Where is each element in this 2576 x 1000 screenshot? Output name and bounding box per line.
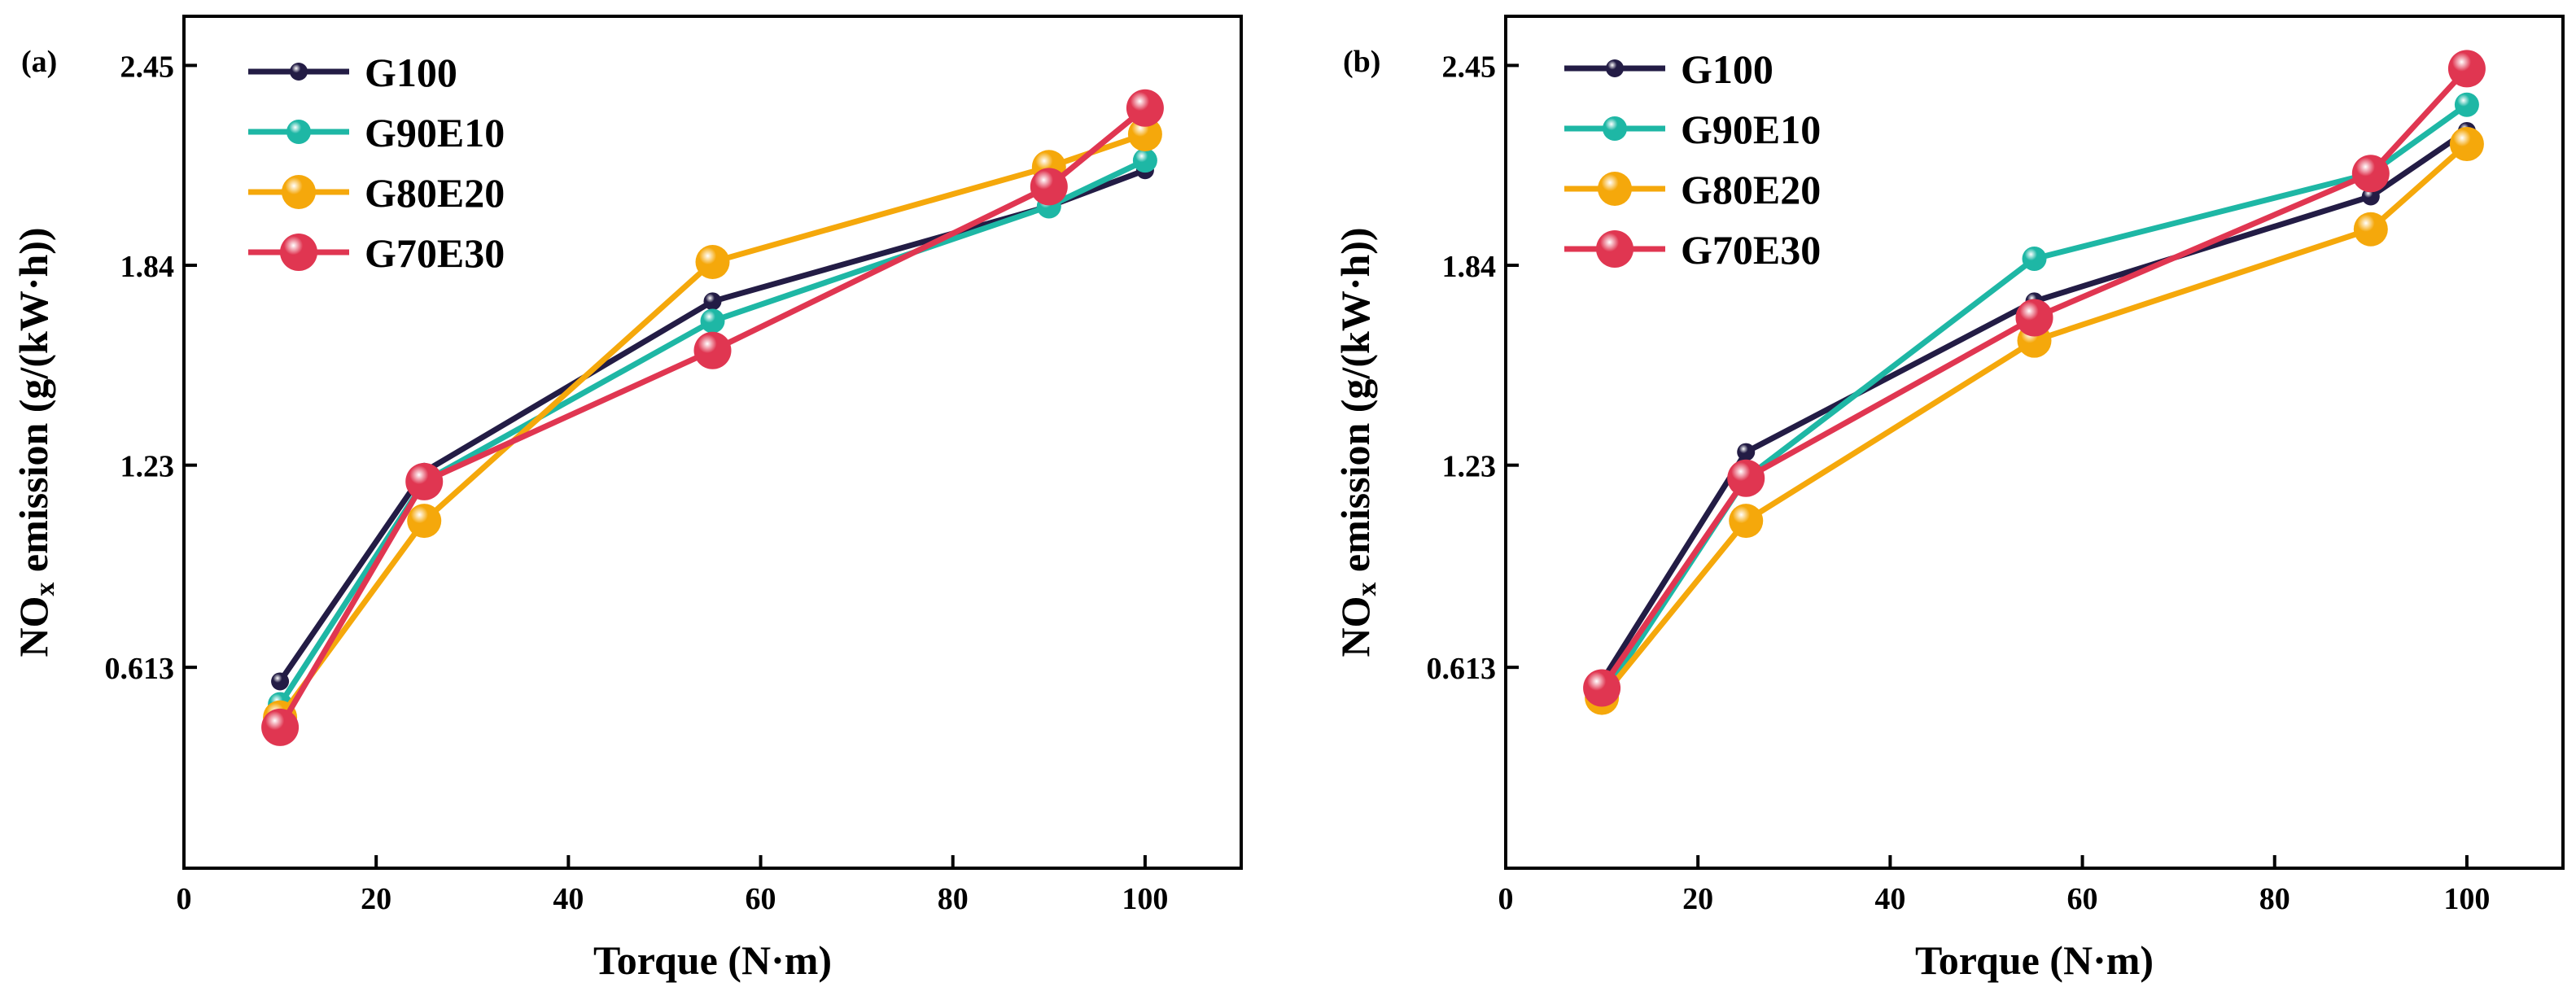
x-tick-label: 0	[177, 882, 192, 916]
panel-label: (b)	[1343, 45, 1380, 79]
legend-marker-g90e10	[286, 120, 311, 144]
series-line-g80e20	[278, 131, 1147, 719]
data-point-g80e20	[1127, 116, 1162, 151]
panel-a: 0 20 40 60 80 100 0.613 1.23 1.84 2.45 (a) Torque (…	[11, 15, 1243, 983]
legend-marker-g100	[290, 63, 308, 81]
panel-b: 0 20 40 60 80 100 0.613 1.23 1.84 2.45 (b) Torque (…	[1332, 15, 2565, 983]
data-point-g70e30	[261, 708, 300, 746]
x-axis-title: Torque (N·m)	[593, 937, 832, 983]
y-axis-title: NOx emission (g/(kW·h))	[1332, 227, 1382, 657]
y-tick-label: 0.613	[105, 652, 175, 686]
panel-label: (a)	[21, 45, 57, 79]
data-point-g80e20	[1729, 504, 1764, 539]
x-tick-label: 100	[2443, 882, 2490, 916]
plot-frame	[1504, 15, 2565, 870]
data-point-g70e30	[1583, 669, 1621, 707]
x-tick-label: 0	[1498, 882, 1514, 916]
x-tick-label: 60	[746, 882, 776, 916]
legend-label-g70e30: G70E30	[365, 230, 505, 276]
y-axis-title: NOx emission (g/(kW·h))	[11, 227, 60, 657]
data-point-g70e30	[1126, 89, 1164, 127]
y-tick-label: 1.84	[1442, 250, 1497, 284]
x-tick-label: 80	[938, 882, 969, 916]
legend-label-g80e20: G80E20	[1681, 167, 1821, 212]
data-point-g100	[1737, 443, 1756, 461]
data-point-g70e30	[1030, 168, 1068, 206]
data-point-g70e30	[693, 331, 732, 369]
data-point-g90e10	[2454, 92, 2479, 117]
data-point-g80e20	[2449, 127, 2484, 162]
y-axis-title-sub: x	[30, 583, 60, 596]
x-tick-label: 40	[1874, 882, 1905, 916]
y-axis-title-main: NO	[11, 596, 56, 657]
data-point-g90e10	[2022, 246, 2047, 271]
legend-marker-g80e20	[1598, 172, 1632, 206]
data-point-g70e30	[2447, 50, 2486, 88]
data-point-g80e20	[695, 245, 730, 280]
legend-marker-g70e30	[280, 234, 317, 271]
x-axis-title: Torque (N·m)	[1915, 937, 2154, 983]
y-tick-label: 1.23	[120, 450, 175, 484]
x-tick-label: 60	[2067, 882, 2098, 916]
legend-marker-g80e20	[282, 175, 316, 209]
y-tick-label: 2.45	[1442, 50, 1497, 84]
data-point-g70e30	[2351, 155, 2390, 193]
legend-label-g70e30: G70E30	[1681, 227, 1821, 273]
data-point-g70e30	[2015, 299, 2053, 337]
data-point-g80e20	[2353, 212, 2388, 247]
y-axis-title-rest: emission (g/(kW·h))	[11, 227, 56, 582]
y-tick-label: 1.84	[120, 250, 175, 284]
y-axis-title-main: NO	[1332, 596, 1378, 657]
legend-label-g100: G100	[1681, 46, 1773, 92]
plot-frame	[182, 15, 1243, 870]
y-axis-title-rest: emission (g/(kW·h))	[1332, 227, 1378, 582]
series-line-g70e30	[1599, 67, 2469, 690]
x-tick-label: 100	[1122, 882, 1168, 916]
data-point-g80e20	[407, 504, 442, 539]
x-tick-label: 20	[361, 882, 391, 916]
data-point-g70e30	[1727, 459, 1765, 497]
legend-label-g90e10: G90E10	[1681, 107, 1821, 152]
legend-marker-g100	[1606, 59, 1624, 77]
legend-marker-g70e30	[1596, 230, 1634, 268]
data-point-g70e30	[405, 462, 444, 500]
data-point-g100	[2361, 187, 2380, 206]
x-tick-label: 20	[1682, 882, 1713, 916]
legend-marker-g90e10	[1603, 116, 1627, 141]
x-tick-label: 40	[553, 882, 584, 916]
data-point-g90e10	[1132, 148, 1157, 173]
y-tick-label: 1.23	[1442, 450, 1497, 484]
legend: G100 G90E10 G80E20 G70E30	[1564, 46, 1821, 273]
data-point-g100	[271, 672, 290, 691]
y-axis-title-sub: x	[1352, 583, 1382, 596]
y-tick-label: 0.613	[1427, 652, 1497, 686]
y-tick-label: 2.45	[120, 50, 175, 84]
series-line-g100	[1599, 129, 2469, 683]
x-tick-label: 80	[2259, 882, 2290, 916]
legend-label-g80e20: G80E20	[365, 170, 505, 216]
data-point-g90e10	[700, 308, 725, 334]
legend: G100 G90E10 G80E20 G70E30	[248, 50, 505, 276]
legend-label-g100: G100	[365, 50, 457, 95]
legend-label-g90e10: G90E10	[365, 110, 505, 155]
data-point-g100	[703, 292, 722, 311]
